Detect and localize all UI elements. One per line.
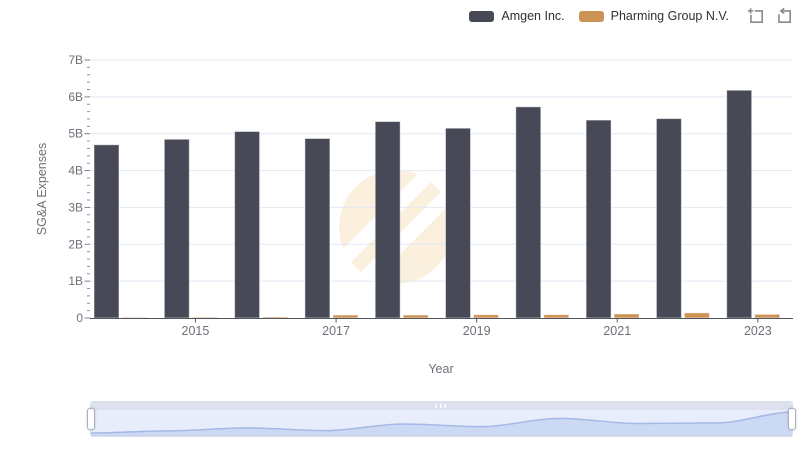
slider-left-handle[interactable]: [87, 408, 95, 430]
x-label-2023: 2023: [744, 324, 772, 338]
bar-pharming-2017[interactable]: [332, 314, 359, 319]
slider-data-preview: [91, 411, 792, 435]
svg-text:2B: 2B: [68, 237, 83, 251]
slider-track[interactable]: [91, 410, 792, 436]
y-axis-title: SG&A Expenses: [35, 143, 49, 235]
restore-icon: [778, 7, 791, 23]
svg-text:3B: 3B: [68, 200, 83, 214]
svg-text:1B: 1B: [68, 274, 83, 288]
bar-pharming-2016[interactable]: [262, 316, 289, 319]
svg-text:6B: 6B: [68, 90, 83, 104]
bar-pharming-2018[interactable]: [402, 314, 429, 319]
bar-amgen-2021[interactable]: [585, 119, 612, 319]
slider-grip-icon: [435, 404, 448, 408]
y-axis-labels: 0 1B 2B 3B 4B 5B 6B 7B: [68, 53, 83, 325]
zoom-select-button[interactable]: [747, 7, 765, 25]
bar-amgen-2015[interactable]: [163, 138, 190, 319]
legend-item-amgen[interactable]: Amgen Inc.: [469, 9, 565, 23]
legend-swatch-0: [469, 10, 495, 22]
bar-amgen-2022[interactable]: [655, 118, 682, 319]
legend: Amgen Inc. Pharming Group N.V.: [0, 6, 793, 26]
slider-right-handle[interactable]: [788, 408, 796, 430]
x-label-2021: 2021: [603, 324, 631, 338]
svg-text:0: 0: [76, 311, 83, 325]
bar-amgen-2016[interactable]: [234, 131, 261, 319]
bar-amgen-2023[interactable]: [726, 89, 753, 319]
svg-text:5B: 5B: [68, 127, 83, 141]
legend-label-amgen: Amgen Inc.: [501, 9, 565, 23]
svg-text:7B: 7B: [68, 53, 83, 67]
x-axis-title: Year: [428, 362, 453, 376]
bar-pharming-2014[interactable]: [121, 317, 148, 319]
bar-amgen-2020[interactable]: [515, 106, 542, 319]
x-axis: 2015 2017 2019 2021 2023: [90, 318, 793, 338]
bar-pharming-2022[interactable]: [683, 312, 710, 319]
bar-pharming-2019[interactable]: [473, 314, 499, 319]
datazoom-slider[interactable]: [87, 401, 796, 437]
x-label-2017: 2017: [322, 324, 350, 338]
bar-pharming-2023[interactable]: [754, 313, 781, 319]
bar-amgen-2017[interactable]: [304, 138, 331, 319]
svg-text:4B: 4B: [68, 164, 83, 178]
bar-chart-canvas[interactable]: 0 1B 2B 3B 4B 5B 6B 7B 2015 2017 2019 2021 2023 Yea…: [0, 0, 800, 392]
bar-pharming-2021[interactable]: [613, 313, 640, 319]
bar-amgen-2019[interactable]: [445, 127, 471, 319]
bar-amgen-2014[interactable]: [93, 144, 120, 319]
x-label-2015: 2015: [182, 324, 210, 338]
chart-toolbox: [747, 7, 793, 25]
x-label-2019: 2019: [463, 324, 491, 338]
bar-pharming-2020[interactable]: [543, 314, 570, 319]
restore-zoom-button[interactable]: [775, 7, 793, 25]
y-axis-ticks: [84, 59, 90, 319]
legend-item-pharming[interactable]: Pharming Group N.V.: [578, 9, 729, 23]
slider-move-handle[interactable]: [91, 402, 792, 410]
legend-swatch-1: [578, 10, 604, 22]
legend-label-pharming: Pharming Group N.V.: [610, 9, 729, 23]
box-zoom-icon: [747, 8, 763, 23]
bar-series: [93, 89, 781, 319]
bar-pharming-2015[interactable]: [191, 316, 218, 319]
bar-amgen-2018[interactable]: [374, 121, 401, 319]
